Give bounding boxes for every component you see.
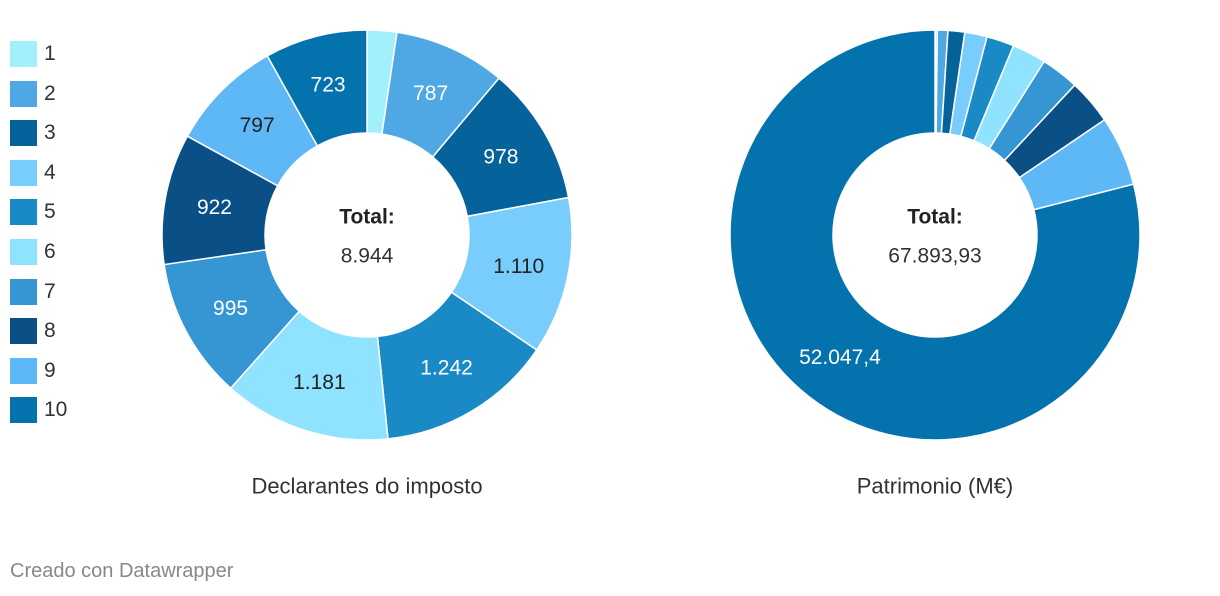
legend-item: 2 bbox=[10, 80, 90, 107]
donut-chart-1: 787 978 1.110 1.242 1.181 995 922 797 723 Total: 8… bbox=[161, 29, 573, 499]
legend-label: 7 bbox=[44, 279, 56, 303]
legend-item: 8 bbox=[10, 318, 90, 345]
legend-item: 1 bbox=[10, 41, 90, 67]
legend-swatch bbox=[10, 41, 37, 67]
chart-title: Patrimonio (M€) bbox=[857, 474, 1013, 499]
legend-label: 8 bbox=[44, 319, 56, 343]
legend-swatch bbox=[10, 318, 37, 345]
slice-value-label: 922 bbox=[197, 196, 232, 219]
legend-item: 3 bbox=[10, 120, 90, 147]
donut-slice bbox=[266, 29, 368, 147]
legend-item: 10 bbox=[10, 397, 90, 424]
slice-value-label: 787 bbox=[413, 82, 448, 105]
chart-legend: 1 2 3 4 5 6 7 8 9 10 bbox=[10, 41, 90, 437]
legend-swatch bbox=[10, 199, 37, 226]
legend-label: 2 bbox=[44, 81, 56, 105]
legend-label: 3 bbox=[44, 121, 56, 145]
legend-swatch bbox=[10, 278, 37, 305]
legend-item: 5 bbox=[10, 199, 90, 226]
slice-value-label: 52.047,4 bbox=[799, 346, 881, 369]
credit-text: Creado con Datawrapper bbox=[10, 560, 233, 583]
legend-swatch bbox=[10, 397, 37, 424]
donut-chart-2: 52.047,4 Total: 67.893,93 Patrimonio (M€) bbox=[729, 29, 1141, 499]
legend-item: 6 bbox=[10, 238, 90, 265]
slice-value-label: 1.110 bbox=[493, 255, 544, 278]
legend-label: 5 bbox=[44, 200, 56, 224]
legend-label: 6 bbox=[44, 239, 56, 263]
legend-item: 9 bbox=[10, 357, 90, 384]
legend-label: 9 bbox=[44, 358, 56, 382]
legend-label: 4 bbox=[44, 160, 56, 184]
slice-value-label: 1.242 bbox=[420, 357, 473, 380]
legend-swatch bbox=[10, 159, 37, 186]
slice-value-label: 723 bbox=[311, 73, 346, 96]
legend-item: 4 bbox=[10, 159, 90, 186]
center-total-label: Total: bbox=[339, 206, 395, 229]
legend-label: 1 bbox=[44, 42, 56, 65]
slice-value-label: 1.181 bbox=[293, 371, 346, 394]
center-total-value: 8.944 bbox=[341, 245, 394, 268]
slice-value-label: 978 bbox=[483, 145, 518, 168]
legend-swatch bbox=[10, 80, 37, 107]
slice-value-label: 797 bbox=[240, 114, 275, 137]
center-total-value: 67.893,93 bbox=[888, 245, 981, 268]
credit-link[interactable]: Creado con Datawrapper bbox=[10, 560, 234, 582]
legend-item: 7 bbox=[10, 278, 90, 305]
legend-swatch bbox=[10, 120, 37, 147]
donut-slice bbox=[729, 29, 1141, 441]
slice-value-label: 995 bbox=[213, 297, 248, 320]
legend-swatch bbox=[10, 357, 37, 384]
legend-swatch bbox=[10, 238, 37, 265]
center-total-label: Total: bbox=[907, 206, 963, 229]
chart-title: Declarantes do imposto bbox=[251, 474, 482, 499]
legend-label: 10 bbox=[44, 398, 68, 422]
